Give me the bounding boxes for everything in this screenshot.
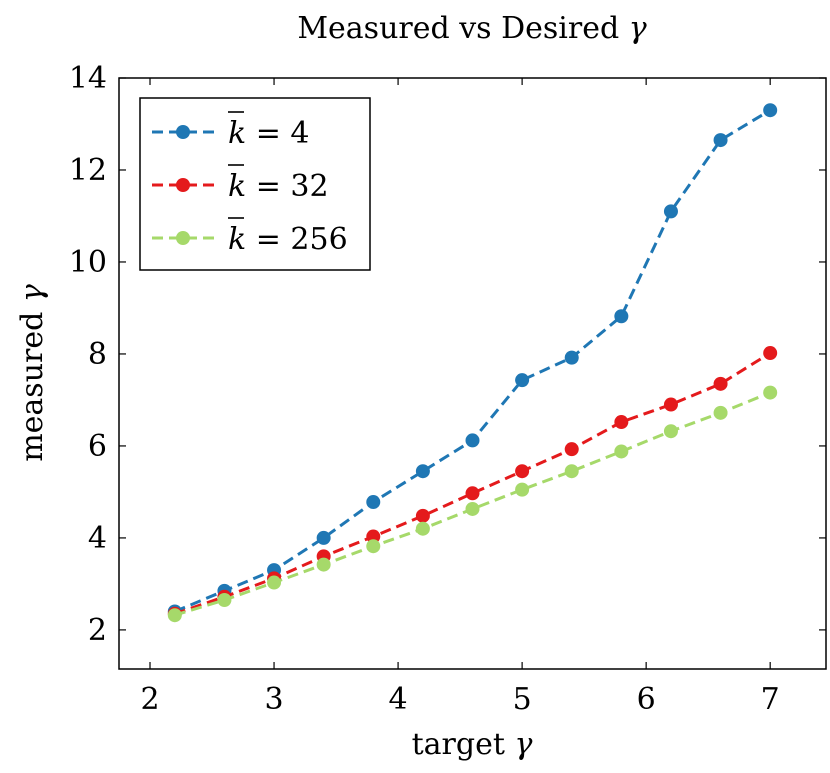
legend-entry: k = 256 <box>152 217 348 257</box>
data-point <box>415 464 430 479</box>
x-tick-label: 4 <box>389 682 408 717</box>
x-tick-label: 7 <box>761 682 780 717</box>
legend-entry: k = 32 <box>152 164 329 204</box>
legend-entry: k = 4 <box>152 111 309 151</box>
data-point <box>614 444 629 459</box>
data-point <box>316 557 331 572</box>
data-point <box>366 495 381 510</box>
data-point <box>663 204 678 219</box>
legend-marker <box>176 125 190 139</box>
data-point <box>167 608 182 623</box>
data-point <box>564 350 579 365</box>
data-point <box>564 442 579 457</box>
series-256 <box>167 385 778 623</box>
data-point <box>267 575 282 590</box>
data-point <box>763 385 778 400</box>
x-tick-label: 5 <box>513 682 532 717</box>
chart-title: Measured vs Desired γ <box>297 11 646 46</box>
data-point <box>614 309 629 324</box>
y-tick-label: 14 <box>69 61 107 96</box>
data-point <box>614 415 629 430</box>
legend: k = 4 k = 32 k = 256 <box>139 97 371 271</box>
series-32 <box>167 346 778 621</box>
legend-marker <box>176 231 190 245</box>
data-point <box>366 529 381 544</box>
data-point <box>763 346 778 361</box>
y-axis-title: measured γ <box>15 284 50 462</box>
x-axis-title: target γ <box>412 727 533 762</box>
y-tick-label: 6 <box>88 429 107 464</box>
data-point <box>465 486 480 501</box>
data-point <box>217 593 232 608</box>
data-point <box>415 508 430 523</box>
axis-ticks: 2 3 4 5 6 7 2 4 6 8 10 12 14 <box>69 61 826 717</box>
data-point <box>713 376 728 391</box>
y-tick-label: 2 <box>88 613 107 648</box>
x-tick-label: 3 <box>264 682 283 717</box>
y-tick-label: 10 <box>69 245 107 280</box>
data-point <box>564 464 579 479</box>
plot-frame <box>118 77 827 670</box>
data-point <box>515 482 530 497</box>
series-line <box>174 351 771 616</box>
data-point <box>515 373 530 388</box>
data-point <box>763 103 778 118</box>
y-tick-label: 8 <box>88 337 107 372</box>
data-point <box>366 539 381 554</box>
x-tick-label: 2 <box>140 682 159 717</box>
data-point <box>515 464 530 479</box>
data-point <box>663 424 678 439</box>
y-tick-label: 4 <box>88 521 107 556</box>
data-point <box>713 405 728 420</box>
y-tick-label: 12 <box>69 153 107 188</box>
data-point <box>465 433 480 448</box>
plot-area <box>167 103 778 623</box>
x-tick-label: 6 <box>637 682 656 717</box>
data-point <box>465 501 480 516</box>
legend-label: k = 32 <box>228 169 329 204</box>
legend-marker <box>176 178 190 192</box>
data-point <box>713 133 728 148</box>
data-point <box>663 397 678 412</box>
legend-label: k = 4 <box>228 116 309 151</box>
data-point <box>415 521 430 536</box>
data-point <box>316 530 331 545</box>
legend-label: k = 256 <box>228 222 348 257</box>
